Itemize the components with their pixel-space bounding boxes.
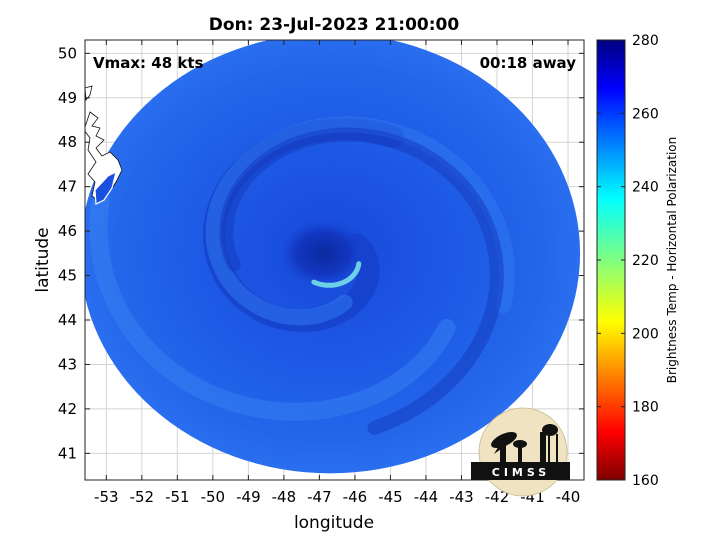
y-tick-label: 49 — [58, 89, 77, 107]
y-tick-label: 45 — [58, 267, 77, 285]
time-away-annotation: 00:18 away — [480, 54, 577, 72]
y-tick-label: 47 — [58, 178, 77, 196]
vmax-annotation: Vmax: 48 kts — [93, 54, 203, 72]
logo-text: CIMSS — [492, 466, 550, 479]
colorbar-tick-label: 160 — [632, 473, 659, 489]
y-tick-label: 50 — [58, 44, 77, 62]
colorbar-gradient — [596, 39, 626, 481]
x-tick-label: -40 — [556, 488, 581, 506]
x-tick-label: -51 — [165, 488, 190, 506]
spiral-bands — [89, 116, 515, 435]
y-axis-label: latitude — [33, 227, 53, 292]
y-tick-label: 41 — [58, 444, 77, 462]
y-tick-label: 42 — [58, 400, 77, 418]
colorbar-tick-label: 180 — [632, 400, 659, 416]
x-tick-label: -45 — [378, 488, 403, 506]
y-tick-label: 44 — [58, 311, 77, 329]
spiral-band — [205, 116, 515, 326]
x-tick-label: -48 — [272, 488, 297, 506]
x-axis-label: longitude — [294, 513, 374, 533]
x-tick-label: -53 — [94, 488, 119, 506]
x-tick-label: -42 — [485, 488, 510, 506]
y-axis-ticks: 41 42 43 44 45 46 47 48 49 50 — [58, 44, 584, 462]
y-tick-label: 46 — [58, 222, 77, 240]
colorbar-label: Brightness Temp - Horizontal Polarizatio… — [665, 137, 679, 384]
x-tick-label: -47 — [307, 488, 332, 506]
spiral-band — [89, 192, 456, 421]
x-tick-label: -49 — [236, 488, 261, 506]
colorbar-ticks: 280 260 240 220 200 180 160 — [597, 33, 659, 489]
storm-eye — [277, 218, 368, 289]
eyewall-arc — [311, 261, 362, 288]
plot-border — [84, 39, 585, 481]
x-axis-ticks: -53 -52 -51 -50 -49 -48 -47 -46 -45 -44 -43 -42 -41-… — [94, 40, 580, 506]
colorbar: 280 260 240 220 200 180 160 Brightness Temp - … — [596, 33, 679, 489]
colorbar-tick-label: 260 — [632, 106, 659, 122]
coastline — [85, 85, 123, 205]
microwave-swath — [85, 40, 580, 474]
spiral-band — [219, 127, 504, 435]
colorbar-tick-label: 280 — [632, 33, 659, 49]
x-tick-label: -52 — [130, 488, 155, 506]
colorbar-tick-label: 220 — [632, 253, 659, 269]
x-tick-label: -50 — [201, 488, 226, 506]
y-tick-label: 48 — [58, 133, 77, 151]
x-tick-label: -46 — [343, 488, 368, 506]
colorbar-tick-label: 240 — [632, 180, 659, 196]
chart-title: Don: 23-Jul-2023 21:00:00 — [209, 15, 460, 35]
colorbar-tick-label: 200 — [632, 326, 659, 342]
x-tick-label: -44 — [414, 488, 439, 506]
y-tick-label: 43 — [58, 355, 77, 373]
x-tick-label: -43 — [449, 488, 474, 506]
cimss-logo: CIMSS — [471, 407, 570, 497]
